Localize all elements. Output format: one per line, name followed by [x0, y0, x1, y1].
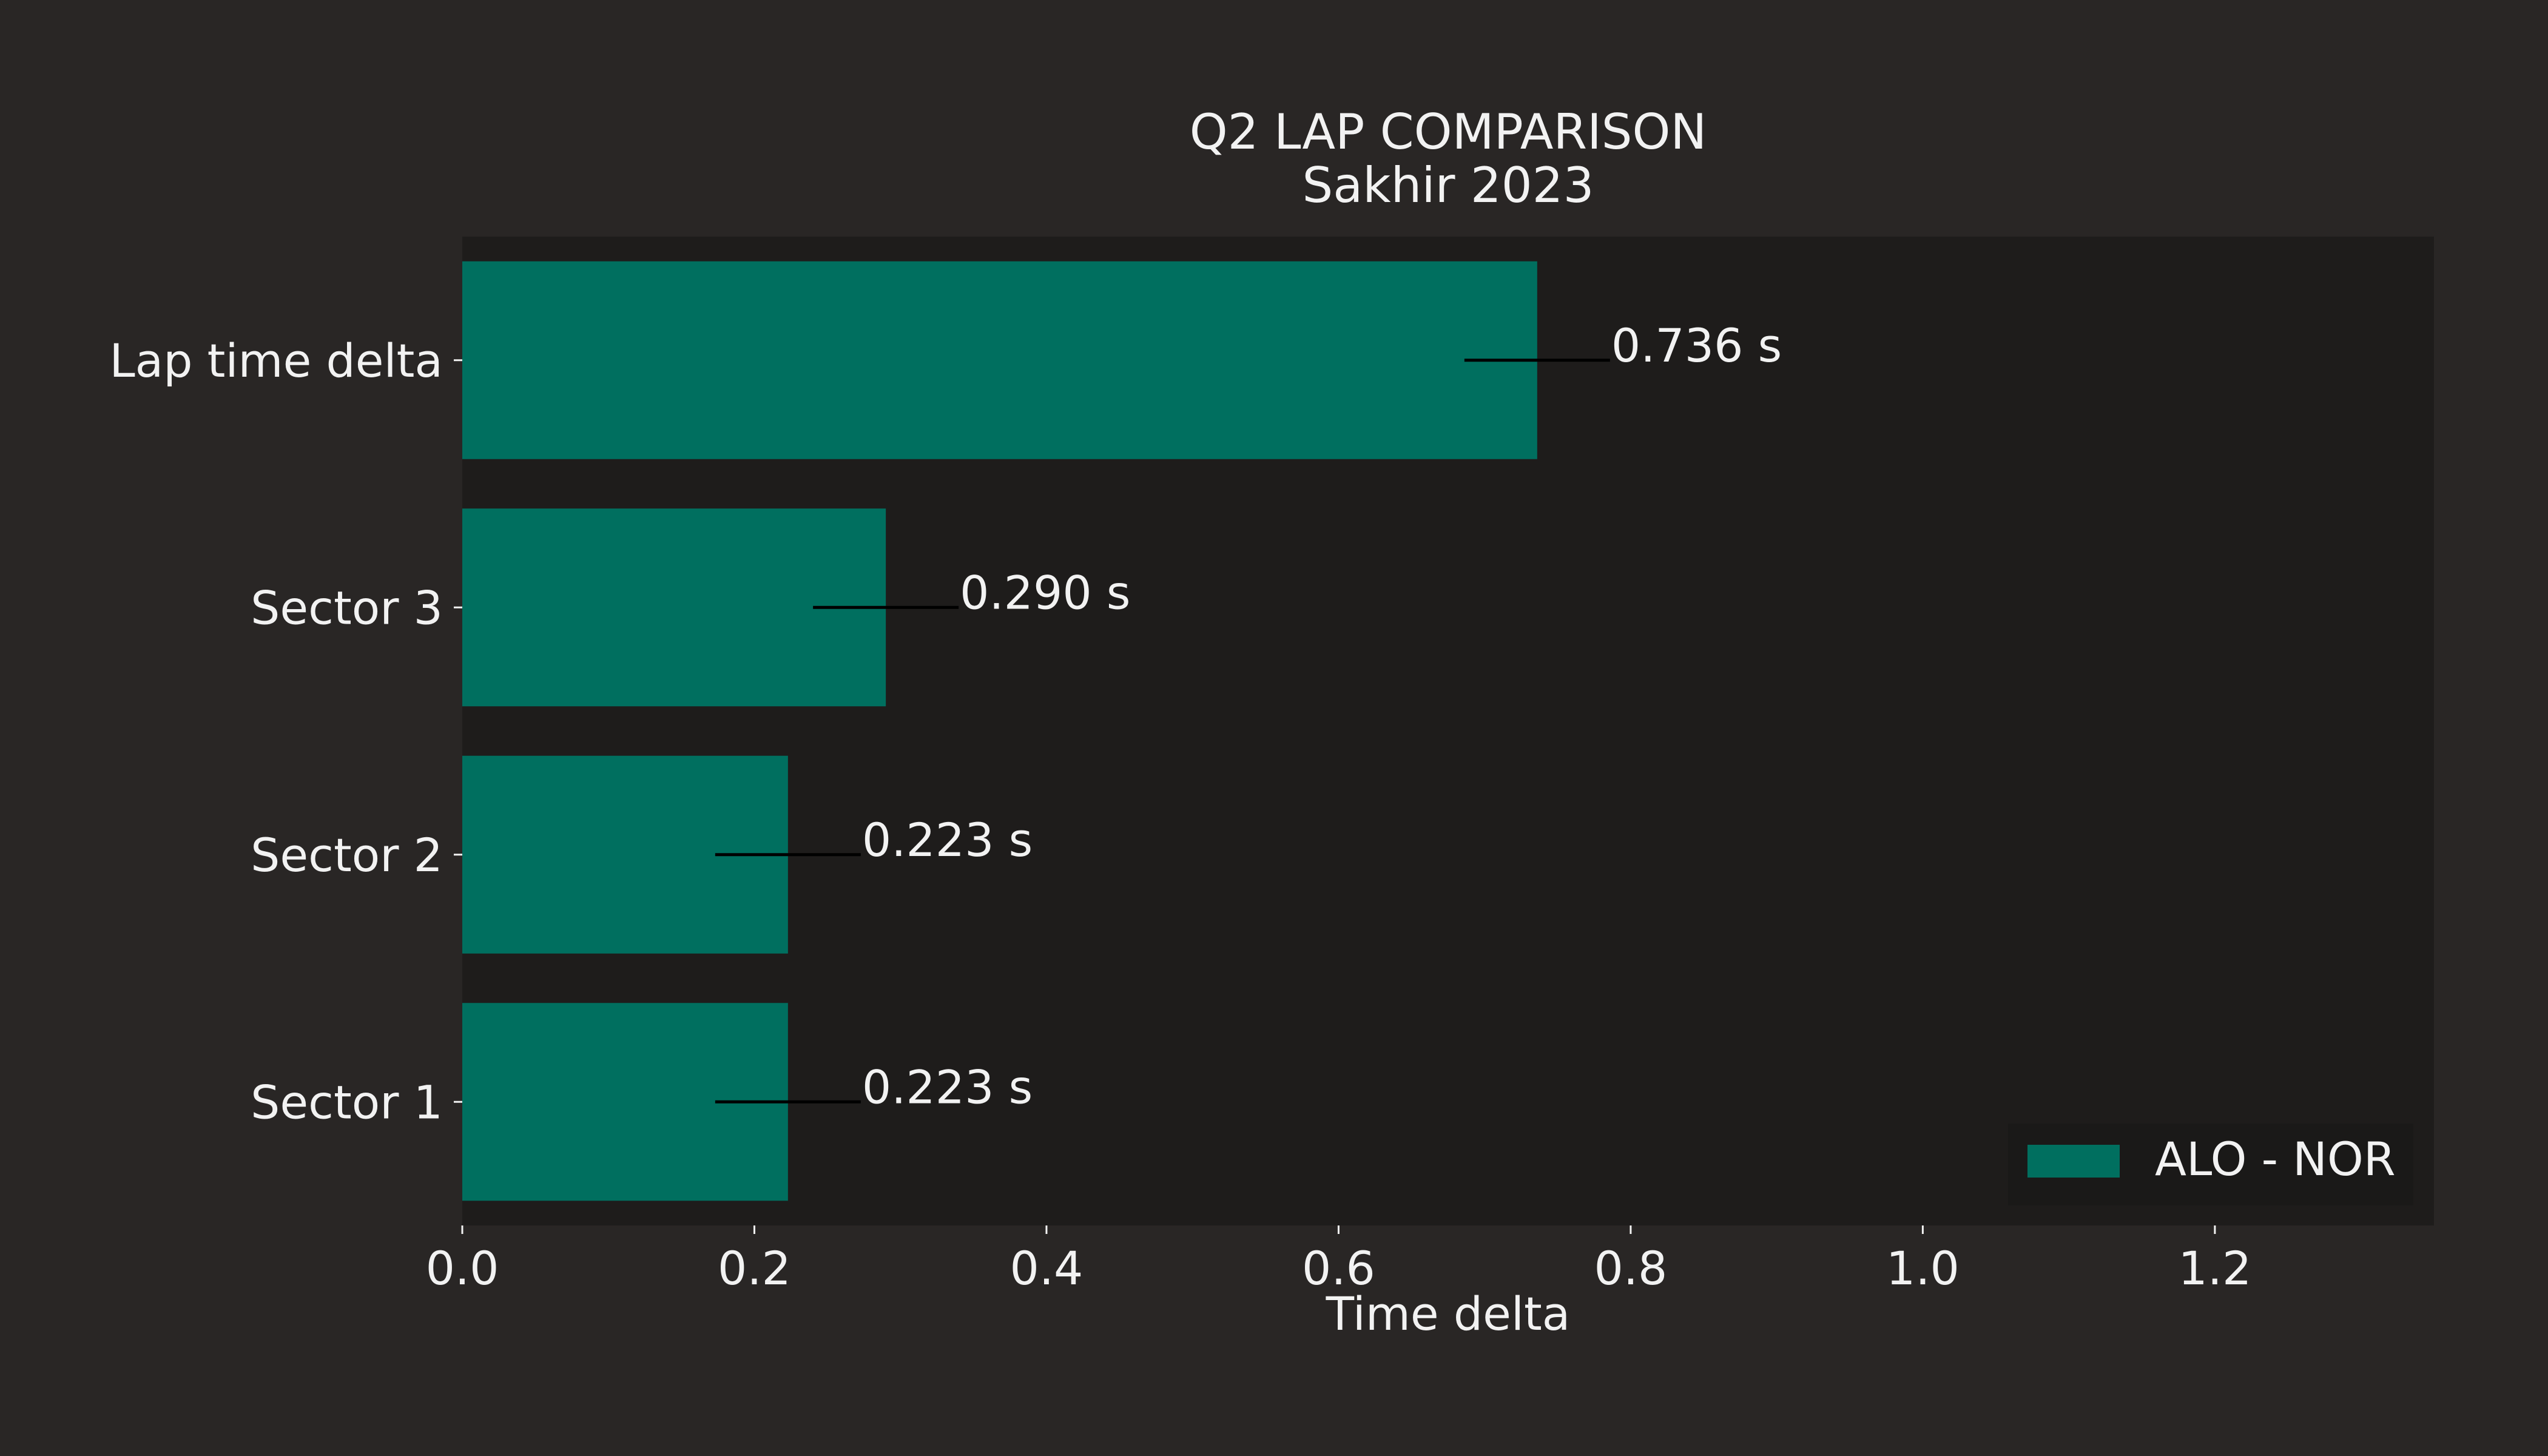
x-axis-label: Time delta	[1326, 1287, 1571, 1341]
x-tick-label: 0.0	[426, 1241, 499, 1295]
y-axis: Sector 1 Sector 2 Sector 3 Lap time delta	[109, 334, 462, 1129]
y-tick-label: Sector 1	[251, 1075, 443, 1129]
legend-swatch	[2027, 1145, 2120, 1178]
x-axis: 0.0 0.2 0.4 0.6 0.8 1.0 1.2	[426, 1225, 2251, 1295]
data-label: 0.223 s	[862, 1060, 1033, 1114]
chart-title: Q2 LAP COMPARISON	[1190, 104, 1707, 160]
bars-group	[462, 261, 1537, 1201]
x-tick-label: 1.0	[1886, 1241, 1960, 1295]
data-label: 0.223 s	[862, 813, 1033, 867]
chart-subtitle: Sakhir 2023	[1303, 157, 1594, 214]
data-label: 0.736 s	[1611, 318, 1782, 372]
x-tick-label: 0.6	[1302, 1241, 1375, 1295]
legend-label: ALO - NOR	[2155, 1132, 2396, 1186]
data-label: 0.290 s	[960, 565, 1130, 619]
legend: ALO - NOR	[2008, 1124, 2413, 1205]
x-tick-label: 0.2	[718, 1241, 791, 1295]
x-tick-label: 0.8	[1594, 1241, 1667, 1295]
y-tick-label: Sector 3	[251, 581, 443, 635]
x-tick-label: 1.2	[2178, 1241, 2251, 1295]
y-tick-label: Lap time delta	[109, 334, 443, 388]
data-labels: 0.223 s 0.223 s 0.290 s 0.736 s	[715, 318, 1782, 1114]
y-tick-label: Sector 2	[251, 828, 443, 882]
x-tick-label: 0.4	[1010, 1241, 1084, 1295]
bar	[462, 261, 1537, 459]
